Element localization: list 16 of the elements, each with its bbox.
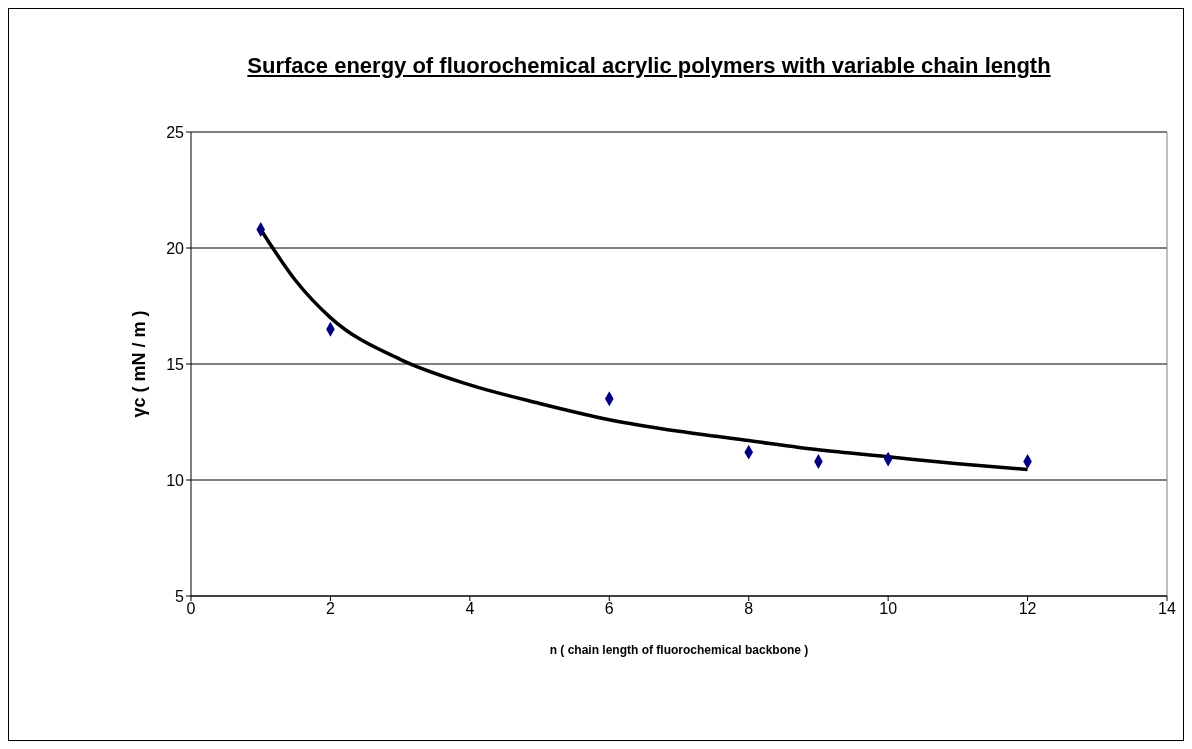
x-tick-label: 4 bbox=[465, 600, 475, 618]
x-tick-label: 6 bbox=[604, 600, 614, 618]
y-tick-label: 20 bbox=[166, 239, 185, 257]
chart-title: Surface energy of fluorochemical acrylic polymers with variable chain length bbox=[246, 53, 1052, 79]
x-tick-label: 2 bbox=[325, 600, 335, 618]
y-axis-title: γc ( mN / m ) bbox=[129, 310, 150, 418]
y-tick-label: 25 bbox=[166, 123, 185, 141]
x-tick-label: 8 bbox=[744, 600, 754, 618]
x-tick-label: 14 bbox=[1158, 600, 1176, 618]
x-tick-label: 10 bbox=[879, 600, 898, 618]
y-tick-label: 10 bbox=[166, 471, 185, 489]
y-tick-label: 5 bbox=[175, 587, 185, 605]
x-tick-label: 12 bbox=[1018, 600, 1037, 618]
x-axis-title: n ( chain length of fluorochemical backbone ) bbox=[549, 643, 809, 657]
x-tick-label: 0 bbox=[186, 600, 196, 618]
y-tick-label: 15 bbox=[166, 355, 185, 373]
